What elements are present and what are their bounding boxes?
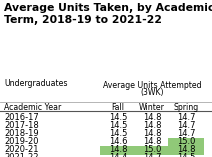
Text: 14.7: 14.7 — [177, 122, 195, 130]
Text: 14.8: 14.8 — [143, 114, 161, 122]
Text: Winter: Winter — [139, 103, 165, 111]
Text: Fall: Fall — [112, 103, 124, 111]
Text: 14.5: 14.5 — [109, 130, 127, 138]
Text: 14.7: 14.7 — [177, 114, 195, 122]
Text: 14.8: 14.8 — [143, 138, 161, 146]
Text: Undergraduates: Undergraduates — [4, 78, 67, 87]
FancyBboxPatch shape — [134, 146, 170, 154]
Text: 14.8: 14.8 — [177, 146, 195, 154]
Text: 14.4: 14.4 — [109, 154, 127, 157]
Text: (3WK): (3WK) — [140, 88, 164, 97]
Text: 14.8: 14.8 — [143, 130, 161, 138]
Text: 14.7: 14.7 — [177, 130, 195, 138]
Text: Average Units Attempted: Average Units Attempted — [103, 81, 201, 90]
Text: 14.7: 14.7 — [143, 154, 161, 157]
Text: 2020-21: 2020-21 — [4, 146, 39, 154]
Text: 14.8: 14.8 — [109, 146, 127, 154]
Text: 15.0: 15.0 — [177, 138, 195, 146]
Text: Average Units Taken, by Academic
Term, 2018-19 to 2021-22: Average Units Taken, by Academic Term, 2… — [4, 3, 212, 25]
Text: 2017-18: 2017-18 — [4, 122, 39, 130]
Text: 14.5: 14.5 — [177, 154, 195, 157]
Text: 2021-22: 2021-22 — [4, 154, 39, 157]
Text: 2016-17: 2016-17 — [4, 114, 39, 122]
Text: 14.5: 14.5 — [109, 122, 127, 130]
FancyBboxPatch shape — [168, 146, 204, 154]
Text: Spring: Spring — [173, 103, 199, 111]
Text: 15.0: 15.0 — [143, 146, 161, 154]
Text: 2019-20: 2019-20 — [4, 138, 39, 146]
Text: 14.6: 14.6 — [109, 138, 127, 146]
Text: 14.8: 14.8 — [143, 122, 161, 130]
Text: Academic Year: Academic Year — [4, 103, 61, 111]
FancyBboxPatch shape — [100, 146, 136, 154]
Text: 2018-19: 2018-19 — [4, 130, 39, 138]
Text: 14.5: 14.5 — [109, 114, 127, 122]
FancyBboxPatch shape — [168, 138, 204, 146]
